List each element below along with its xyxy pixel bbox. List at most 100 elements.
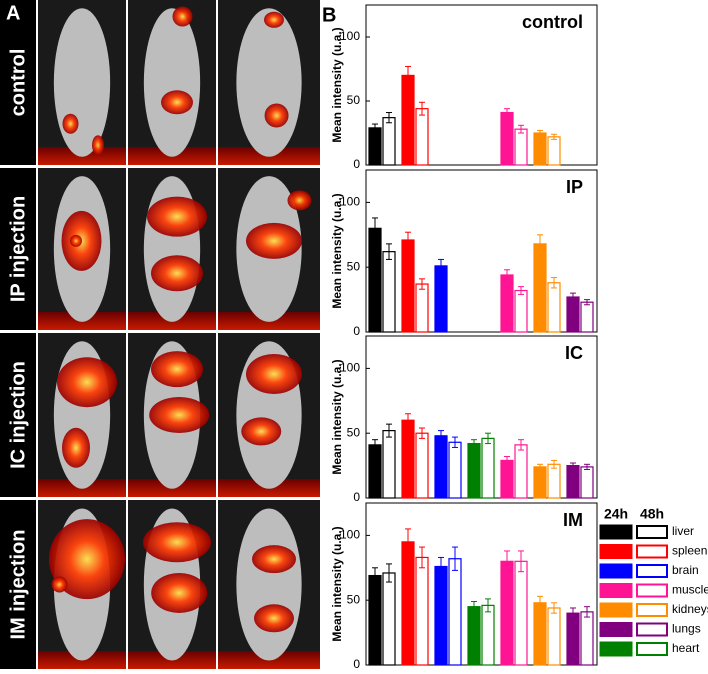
plot-frame	[365, 169, 598, 333]
signal-hotspot	[151, 572, 208, 613]
legend-swatch-48h	[636, 603, 668, 617]
legend-label: liver	[672, 524, 694, 538]
signal-hotspot	[151, 255, 203, 292]
bar-48h	[580, 611, 594, 666]
legend-swatch-24h	[599, 641, 633, 657]
y-axis-label: Mean intensity (u.a.)	[330, 526, 344, 641]
y-tick-label: 100	[340, 361, 360, 375]
row-label-bg	[0, 500, 36, 669]
legend-label: brain	[672, 563, 699, 577]
plot-frame	[365, 4, 598, 166]
bar-24h	[401, 239, 415, 333]
y-tick-label: 100	[340, 29, 360, 43]
chart-title: IM	[563, 510, 583, 530]
signal-hotspot	[62, 427, 90, 468]
y-tick-label: 0	[353, 490, 360, 504]
y-axis-label: Mean intensity (u.a.)	[330, 27, 344, 142]
signal-hotspot	[62, 113, 79, 134]
y-tick-label: 0	[353, 157, 360, 171]
bar-24h	[368, 127, 382, 166]
chart-title: control	[522, 12, 583, 32]
signal-hotspot	[143, 522, 211, 563]
legend-swatch-24h	[599, 544, 633, 559]
bar-24h	[566, 465, 580, 499]
legend-swatch-48h	[636, 583, 668, 598]
signal-hotspot	[57, 357, 117, 408]
bar-24h	[467, 606, 481, 666]
legend-header: 24h	[604, 506, 628, 522]
bar-48h	[448, 558, 462, 666]
signal-hotspot	[264, 11, 284, 28]
row-label-bg	[0, 168, 36, 330]
bar-24h	[401, 541, 415, 666]
row-label: control	[7, 49, 29, 117]
bar-24h	[500, 560, 514, 666]
legend-label: heart	[672, 641, 700, 655]
y-tick-label: 100	[340, 195, 360, 209]
legend-label: spleen	[672, 544, 707, 558]
legend-swatch-48h	[636, 564, 668, 578]
signal-hotspot	[246, 354, 302, 394]
y-tick-label: 50	[347, 592, 361, 606]
bar-48h	[415, 432, 429, 499]
bar-48h	[514, 444, 528, 499]
signal-hotspot	[149, 397, 210, 433]
bar-24h	[401, 419, 415, 499]
y-tick-label: 50	[347, 259, 361, 273]
bar-48h	[580, 301, 594, 333]
bar-24h	[533, 132, 547, 166]
bar-48h	[382, 251, 396, 333]
y-tick-label: 50	[347, 425, 361, 439]
bar-24h	[500, 459, 514, 499]
legend-swatch-48h	[636, 622, 668, 637]
legend-swatch-48h	[636, 544, 668, 559]
bar-24h	[467, 442, 481, 499]
panel-a: control IP injection IC injection IM inject…	[0, 0, 320, 669]
bar-24h	[533, 602, 547, 666]
bar-48h	[415, 556, 429, 666]
bar-48h	[547, 282, 561, 333]
row-label: IC injection	[7, 361, 29, 469]
bar-24h	[533, 466, 547, 499]
row-label: IP injection	[7, 196, 29, 302]
signal-hotspot	[252, 545, 296, 574]
y-axis-label: Mean intensity (u.a.)	[330, 193, 344, 308]
bar-24h	[434, 435, 448, 499]
legend-swatch-24h	[599, 602, 633, 618]
signal-hotspot	[161, 90, 193, 115]
bar-48h	[382, 430, 396, 499]
signal-hotspot	[147, 196, 207, 237]
mouse-body	[143, 8, 201, 157]
signal-hotspot	[151, 351, 203, 388]
bar-48h	[514, 560, 528, 666]
mouse-body	[53, 8, 111, 157]
bar-24h	[533, 243, 547, 333]
signal-hotspot	[70, 234, 82, 247]
y-tick-label: 0	[353, 657, 360, 669]
y-tick-label: 50	[347, 93, 361, 107]
row-label-bg	[0, 0, 36, 165]
signal-hotspot	[254, 604, 294, 633]
y-tick-label: 0	[353, 324, 360, 338]
bar-24h	[500, 111, 514, 166]
signal-hotspot	[92, 135, 104, 156]
chart-title: IC	[565, 343, 583, 363]
legend-label: muscle	[672, 583, 708, 597]
bar-48h	[382, 117, 396, 166]
bar-24h	[566, 296, 580, 333]
signal-hotspot	[287, 190, 312, 211]
legend-swatch-24h	[599, 583, 633, 598]
signal-hotspot	[172, 6, 193, 27]
bar-24h	[401, 74, 415, 166]
legend-swatch-48h	[636, 525, 668, 539]
bar-48h	[448, 441, 462, 499]
bar-48h	[481, 604, 495, 666]
signal-hotspot	[264, 103, 289, 128]
bar-48h	[547, 463, 561, 499]
bar-48h	[415, 283, 429, 333]
bar-48h	[415, 108, 429, 166]
legend-swatch-24h	[599, 563, 633, 579]
legend-label: kidneys	[672, 602, 708, 616]
